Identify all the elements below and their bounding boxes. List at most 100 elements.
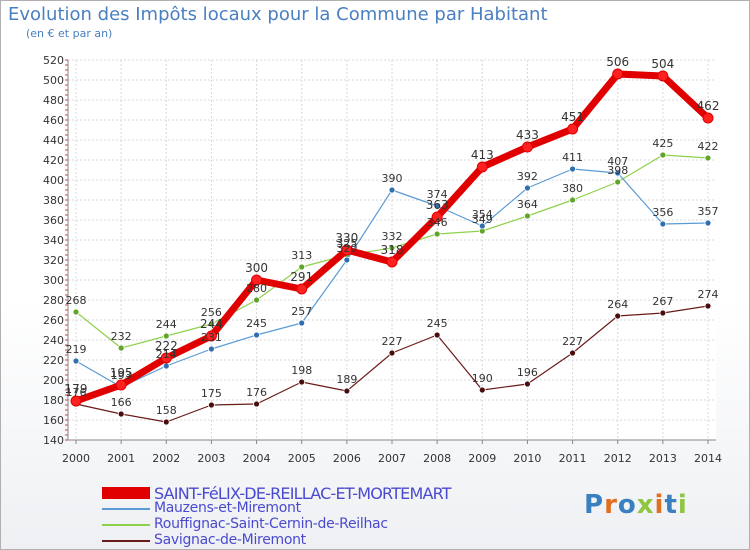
data-point <box>253 296 260 304</box>
data-point <box>343 387 351 395</box>
legend-item: SAINT-FéLIX-DE-REILLAC-ET-MORTEMART <box>102 484 482 504</box>
data-label: 280 <box>246 282 267 295</box>
data-label: 363 <box>426 198 449 212</box>
y-tick-label: 260 <box>43 314 64 327</box>
data-point <box>343 256 351 264</box>
data-point <box>659 220 667 228</box>
data-point <box>524 212 531 220</box>
data-point <box>614 312 622 320</box>
data-point <box>388 349 396 357</box>
data-point <box>704 154 712 162</box>
data-point <box>162 332 170 340</box>
data-point <box>567 123 579 135</box>
y-tick-label: 400 <box>43 174 64 187</box>
logo-letter: P <box>584 490 605 520</box>
logo-letter: r <box>604 490 618 520</box>
data-label: 433 <box>516 128 539 142</box>
data-label: 357 <box>698 205 719 218</box>
data-label: 158 <box>156 404 177 417</box>
legend-item: Mauzens-et-Miremont <box>102 500 482 516</box>
data-label: 330 <box>335 231 358 245</box>
legend-label: Rouffignac-Saint-Cernin-de-Reilhac <box>154 516 388 532</box>
data-label: 346 <box>427 216 448 229</box>
data-point <box>72 357 80 365</box>
y-tick-label: 380 <box>43 194 64 207</box>
logo-letter: t <box>664 490 678 520</box>
legend-label: SAINT-FéLIX-DE-REILLAC-ET-MORTEMART <box>154 484 452 503</box>
data-point <box>521 141 533 153</box>
x-tick-label: 2000 <box>62 452 90 465</box>
y-tick-label: 300 <box>43 274 64 287</box>
data-point <box>298 263 306 271</box>
legend-label: Savignac-de-Miremont <box>154 532 306 548</box>
data-label: 175 <box>201 387 222 400</box>
data-point <box>704 302 712 310</box>
data-label: 227 <box>562 335 583 348</box>
data-point <box>478 222 486 230</box>
data-point <box>253 400 260 408</box>
data-point <box>433 331 441 339</box>
data-point <box>569 196 576 204</box>
data-point <box>386 256 398 268</box>
logo-letter: o <box>617 490 637 520</box>
data-label: 380 <box>562 182 583 195</box>
data-label: 214 <box>156 348 177 361</box>
data-label: 256 <box>201 306 222 319</box>
y-tick-label: 160 <box>43 414 64 427</box>
data-point <box>160 352 172 364</box>
data-label: 176 <box>66 386 87 399</box>
data-label: 231 <box>201 331 222 344</box>
y-tick-label: 200 <box>43 374 64 387</box>
data-point <box>70 395 82 407</box>
data-label: 198 <box>291 364 312 377</box>
data-label: 222 <box>155 339 178 353</box>
data-label: 274 <box>698 288 719 301</box>
data-point <box>702 112 714 124</box>
data-label: 325 <box>336 237 357 250</box>
data-label: 193 <box>111 369 132 382</box>
data-point <box>659 151 667 159</box>
data-label: 196 <box>517 366 538 379</box>
data-point <box>341 244 353 256</box>
data-label: 244 <box>200 317 223 331</box>
data-label: 451 <box>561 110 584 124</box>
data-point <box>298 319 306 327</box>
legend-label: Mauzens-et-Miremont <box>154 500 301 516</box>
chart-subtitle: (en € et par an) <box>26 27 113 40</box>
data-point <box>117 344 125 352</box>
y-tick-label: 500 <box>43 74 64 87</box>
data-label: 320 <box>336 242 357 255</box>
data-label: 354 <box>472 208 493 221</box>
data-point <box>433 230 441 238</box>
data-label: 195 <box>110 366 133 380</box>
data-point <box>569 165 576 173</box>
data-label: 291 <box>290 270 313 284</box>
data-point <box>296 283 308 295</box>
data-label: 374 <box>427 188 448 201</box>
y-tick-label: 520 <box>43 54 64 67</box>
data-point <box>162 418 170 426</box>
data-point <box>659 309 667 317</box>
legend-item: Savignac-de-Miremont <box>102 532 482 548</box>
x-tick-label: 2005 <box>288 452 316 465</box>
legend-swatch <box>102 540 150 542</box>
x-tick-label: 2008 <box>423 452 451 465</box>
data-point <box>205 330 217 342</box>
data-point <box>162 362 170 370</box>
y-tick-label: 480 <box>43 94 64 107</box>
y-tick-label: 420 <box>43 154 64 167</box>
chart-title: Evolution des Impôts locaux pour la Comm… <box>8 4 548 25</box>
data-label: 422 <box>698 140 719 153</box>
data-point <box>251 274 263 286</box>
x-tick-label: 2007 <box>378 452 406 465</box>
data-label: 425 <box>652 137 673 150</box>
data-point <box>524 380 531 388</box>
data-label: 411 <box>562 151 583 164</box>
data-point <box>431 211 443 223</box>
x-tick-label: 2010 <box>513 452 541 465</box>
logo-letter: x <box>636 490 655 520</box>
logo-letter: i <box>677 490 688 520</box>
data-point <box>614 169 622 177</box>
data-label: 318 <box>381 243 404 257</box>
data-label: 349 <box>472 213 493 226</box>
